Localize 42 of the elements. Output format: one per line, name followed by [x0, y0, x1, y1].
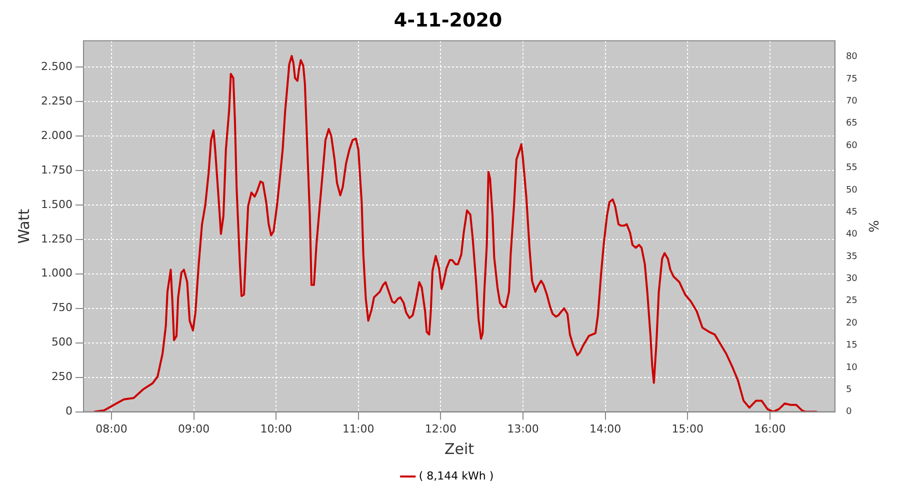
x-tick-label: 08:00 — [96, 422, 128, 436]
y-axis-title: Watt — [14, 208, 33, 244]
y2-tick-label: 60 — [846, 140, 858, 151]
y-tick-label: 0 — [65, 404, 72, 418]
y2-tick-label: 80 — [846, 52, 858, 62]
legend-label: ( 8,144 kWh ) — [418, 469, 494, 482]
y2-tick-label: 5 — [846, 384, 852, 395]
y-tick-label: 2.500 — [40, 60, 72, 73]
y2-tick-label: 65 — [846, 118, 858, 129]
y2-tick-label: 70 — [846, 96, 858, 106]
y-tick-label: 1.500 — [40, 198, 72, 211]
x-tick-label: 12:00 — [424, 422, 457, 436]
y2-tick-label: 40 — [846, 230, 858, 240]
x-tick-label: 15:00 — [672, 422, 704, 436]
y2-axis-title: % — [864, 220, 880, 232]
y2-tick-label: 55 — [846, 163, 858, 174]
x-tick-label: 14:00 — [589, 422, 622, 436]
y2-tick-label: 20 — [846, 318, 858, 328]
x-tick-label: 09:00 — [178, 422, 210, 436]
x-axis-title: Zeit — [444, 440, 474, 458]
y2-tick-label: 45 — [846, 207, 858, 218]
y2-tick-label: 25 — [846, 296, 858, 306]
y-tick-label: 750 — [51, 301, 72, 314]
x-tick-label: 11:00 — [342, 422, 374, 436]
y2-tick-label: 50 — [846, 185, 858, 196]
y-tick-label: 250 — [51, 370, 72, 384]
y2-tick-label: 75 — [846, 74, 858, 84]
y-tick-label: 1.000 — [40, 266, 72, 280]
y-tick-label: 2.000 — [40, 128, 72, 142]
y2-tick-label: 30 — [846, 274, 858, 284]
y2-tick-label: 10 — [846, 362, 858, 373]
y2-tick-label: 15 — [846, 340, 858, 351]
x-tick-label: 16:00 — [754, 422, 786, 436]
y-tick-label: 1.750 — [40, 163, 72, 176]
y2-tick-label: 35 — [846, 252, 858, 262]
y2-tick-label: 0 — [846, 407, 852, 418]
x-tick-label: 10:00 — [260, 422, 292, 436]
y-tick-label: 2.250 — [40, 94, 72, 108]
y-tick-label: 1.250 — [40, 232, 72, 246]
chart-title: 4-11-2020 — [394, 9, 502, 32]
y-tick-label: 500 — [51, 336, 72, 349]
x-tick-label: 13:00 — [507, 422, 539, 436]
